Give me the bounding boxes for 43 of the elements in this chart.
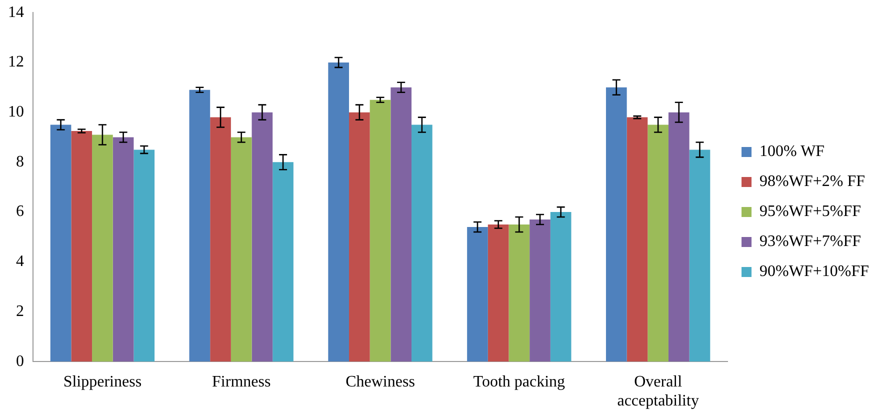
bar	[689, 150, 710, 362]
legend-label: 98%WF+2% FF	[760, 173, 866, 190]
bar	[606, 87, 627, 362]
x-tick-label: Slipperiness	[63, 373, 142, 390]
bar	[370, 100, 391, 362]
bar	[390, 87, 412, 362]
bar	[71, 131, 92, 362]
bar	[210, 117, 231, 362]
bar	[550, 212, 572, 362]
y-tick-label: 6	[16, 203, 24, 220]
x-tick-label: Firmness	[212, 373, 271, 390]
bar	[412, 124, 432, 362]
y-tick-label: 14	[8, 4, 24, 21]
bar	[648, 124, 668, 362]
x-tick-label: Overall acceptability	[617, 373, 699, 410]
legend-label: 90%WF+10%FF	[760, 263, 870, 280]
bar	[189, 90, 210, 362]
bar	[467, 226, 488, 362]
legend-label: 93%WF+7%FF	[760, 233, 862, 250]
legend-label: 100% WF	[760, 143, 825, 160]
bar	[50, 124, 72, 362]
legend-label: 95%WF+5%FF	[760, 203, 862, 220]
bar	[134, 150, 155, 362]
bar	[252, 112, 273, 362]
bar	[668, 112, 690, 362]
bar	[230, 137, 252, 362]
y-tick-label: 12	[8, 54, 24, 71]
x-tick-label: Tooth packing	[473, 373, 566, 390]
bar	[508, 224, 530, 362]
bar	[626, 117, 648, 362]
y-tick-label: 4	[16, 253, 24, 270]
x-tick-label: Chewiness	[346, 373, 415, 390]
y-tick-label: 2	[16, 302, 24, 320]
y-tick-label: 10	[8, 104, 24, 121]
bar	[92, 134, 113, 362]
y-tick-label: 8	[16, 153, 24, 170]
bar	[328, 62, 350, 362]
bar	[488, 224, 509, 362]
y-tick-label: 0	[16, 352, 24, 370]
bar	[530, 220, 550, 362]
bar	[349, 112, 370, 362]
bar	[112, 137, 134, 362]
bar	[272, 162, 294, 362]
